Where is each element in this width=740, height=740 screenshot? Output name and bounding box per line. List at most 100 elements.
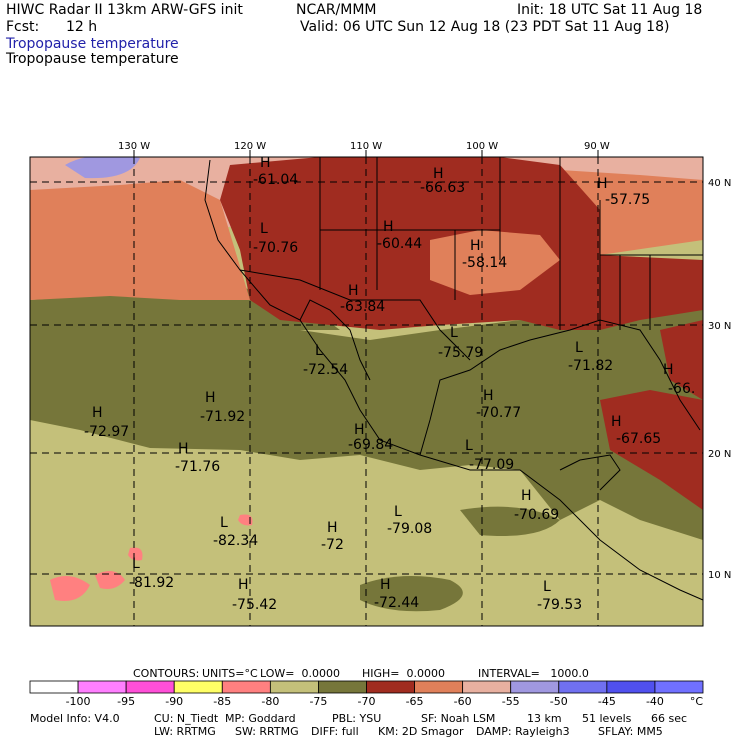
fcst-value: 12 h <box>66 19 98 35</box>
extreme-value: -72.54 <box>303 362 348 378</box>
lon-label: 130 W <box>118 141 150 152</box>
high-label: HIGH= 0.0000 <box>362 667 446 680</box>
extreme-value: -70.69 <box>514 507 559 523</box>
model-info: Model Info: V4.0 <box>30 712 120 725</box>
colorbar-labels: -100 -95 -90 -85 -80 -75 -70 -65 -60 -55 -50 -45 -40… <box>66 695 704 708</box>
colorbar-tick-label: -70 <box>358 695 376 708</box>
lon-label: 120 W <box>234 141 266 152</box>
colorbar-tick-label: -45 <box>598 695 616 708</box>
init-time: Init: 18 UTC Sat 11 Aug 18 <box>517 2 703 18</box>
extreme-marker: H <box>92 405 103 421</box>
extreme-marker: H <box>597 176 608 192</box>
extreme-marker: L <box>260 221 268 237</box>
colorbar-swatch <box>269 680 319 694</box>
extreme-marker: H <box>380 577 391 593</box>
valid-time: Valid: 06 UTC Sun 12 Aug 18 (23 PDT Sat … <box>300 19 670 35</box>
extreme-value: -71.92 <box>200 409 245 425</box>
extreme-marker: L <box>132 556 140 572</box>
colorbar-tick-label: -80 <box>261 695 279 708</box>
colorbar-swatch <box>29 680 79 694</box>
colorbar-swatch <box>173 680 223 694</box>
extreme-marker: H <box>354 422 365 438</box>
extreme-value: -66.63 <box>420 180 465 196</box>
colorbar-swatch <box>414 680 464 694</box>
extreme-value: -57.75 <box>605 192 650 208</box>
colorbar-swatch <box>654 680 704 694</box>
frame-ticks <box>133 150 599 157</box>
extreme-value: -80.90 <box>30 625 75 641</box>
colorbar-swatch <box>462 680 512 694</box>
extreme-value: -77.09 <box>469 457 514 473</box>
field-title-2: Tropopause temperature <box>6 51 179 67</box>
colorbar-swatch <box>221 680 271 694</box>
lon-label: 110 W <box>350 141 382 152</box>
lat-label: 30 N <box>708 321 731 332</box>
colorbar-tick-label: -100 <box>66 695 91 708</box>
units-label: UNITS=°C <box>202 667 258 680</box>
field-title-1: Tropopause temperature <box>6 36 179 52</box>
extreme-value: -72 <box>321 537 344 553</box>
extreme-marker: H <box>521 488 532 504</box>
sf-scheme: SF: Noah LSM <box>421 712 496 725</box>
extreme-value: -70.77 <box>476 405 521 421</box>
extreme-marker: H <box>238 577 249 593</box>
colorbar-tick-label: -90 <box>165 695 183 708</box>
resolution: 13 km <box>527 712 562 725</box>
extreme-marker: L <box>450 325 458 341</box>
extreme-value: -79.53 <box>537 597 582 613</box>
colorbar-tick-label: -85 <box>213 695 231 708</box>
colorbar-swatch <box>366 680 415 694</box>
extreme-marker: H <box>611 414 622 430</box>
levels: 51 levels <box>582 712 632 725</box>
extreme-value: -66. <box>668 381 695 397</box>
extreme-marker: H <box>205 390 216 406</box>
sflay-scheme: SFLAY: MM5 <box>598 725 663 738</box>
colorbar-swatch <box>77 680 127 694</box>
colorbar-swatch <box>606 680 656 694</box>
colorbar-tick-label: -50 <box>550 695 568 708</box>
extreme-value: -72.44 <box>374 595 419 611</box>
coastlines <box>204 157 704 601</box>
extreme-value: -67.65 <box>616 431 661 447</box>
fcst-label: Fcst: <box>6 19 40 35</box>
extreme-marker: L <box>543 579 551 595</box>
damp-scheme: DAMP: Rayleigh3 <box>476 725 570 738</box>
extreme-marker: H <box>327 520 338 536</box>
extreme-value: -58.14 <box>462 255 507 271</box>
extreme-value: -81.92 <box>129 575 174 591</box>
colorbar-tick-label: -65 <box>406 695 424 708</box>
lat-label: 40 N <box>708 178 731 189</box>
extreme-marker: H <box>433 166 444 182</box>
model-title: HIWC Radar II 13km ARW-GFS init <box>6 2 243 18</box>
extreme-marker: H <box>178 441 189 457</box>
extreme-marker: L <box>394 504 402 520</box>
km-scheme: KM: 2D Smagor <box>378 725 464 738</box>
extreme-value: -60.44 <box>377 236 422 252</box>
colorbar-tick-label: -60 <box>454 695 472 708</box>
lat-label: 10 N <box>708 570 731 581</box>
contours-label: CONTOURS: <box>133 667 200 680</box>
extreme-value: -69.84 <box>348 437 393 453</box>
colorbar-tick-label: -95 <box>117 695 135 708</box>
extreme-value: -71.82 <box>568 358 613 374</box>
colorbar-swatch <box>510 680 560 694</box>
colorbar-tick-label: -40 <box>646 695 664 708</box>
lw-scheme: LW: RRTMG <box>154 725 216 738</box>
extreme-value: -63.84 <box>340 299 385 315</box>
pbl-scheme: PBL: YSU <box>332 712 382 725</box>
extreme-marker: H <box>348 283 359 299</box>
extreme-value: -82.34 <box>213 533 258 549</box>
extreme-marker: L <box>465 438 473 454</box>
extreme-marker: L <box>315 343 323 359</box>
graticule <box>30 157 703 626</box>
interval-label: INTERVAL= 1000.0 <box>478 667 589 680</box>
extreme-marker: H <box>260 155 271 171</box>
extreme-value: -61.04 <box>253 172 298 188</box>
extreme-value: -70.76 <box>253 240 298 256</box>
extreme-value: -71.76 <box>175 459 220 475</box>
colorbar-swatch <box>125 680 175 694</box>
low-label: LOW= 0.0000 <box>260 667 340 680</box>
extreme-marker: H <box>470 238 481 254</box>
colorbar-swatch <box>558 680 608 694</box>
extreme-marker: H <box>383 219 394 235</box>
